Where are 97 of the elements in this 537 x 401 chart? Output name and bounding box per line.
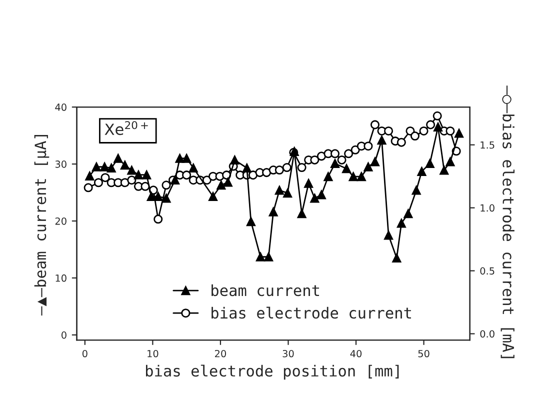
point	[419, 126, 428, 136]
point	[370, 120, 380, 130]
point	[377, 136, 386, 145]
point	[316, 190, 326, 200]
point	[344, 149, 354, 158]
point	[216, 180, 226, 190]
point	[100, 162, 110, 172]
point	[256, 252, 265, 262]
point	[330, 158, 340, 168]
point	[208, 192, 218, 202]
point	[412, 186, 421, 195]
point	[146, 192, 156, 202]
point	[310, 194, 320, 203]
point	[175, 154, 184, 163]
point	[342, 164, 352, 174]
legend-label: beam current	[212, 284, 320, 296]
point	[392, 254, 402, 263]
point	[127, 166, 136, 175]
legend-label: bias electrode current	[212, 306, 411, 319]
point	[188, 164, 198, 173]
point	[425, 158, 434, 168]
point	[127, 176, 136, 185]
point	[92, 162, 101, 172]
point	[274, 186, 284, 195]
point	[370, 157, 380, 166]
point	[230, 156, 240, 165]
point	[84, 183, 93, 192]
point	[417, 166, 426, 176]
point	[396, 138, 406, 147]
point	[446, 157, 455, 166]
y2-axis-title: –○–bias electrode current [mA]	[500, 86, 515, 358]
y-tick-label: 20	[55, 217, 66, 225]
point	[182, 170, 192, 180]
point	[140, 182, 150, 191]
y2-tick-label: 1.0	[480, 204, 494, 212]
point	[356, 172, 366, 182]
y-tick-label: 10	[56, 274, 66, 282]
point	[223, 178, 232, 187]
y-tick-label: 30	[55, 160, 66, 168]
point	[304, 178, 314, 188]
annotation: Xe$^{20+}$	[104, 121, 148, 136]
point	[114, 154, 123, 163]
point	[246, 217, 256, 226]
point	[348, 172, 358, 182]
point	[432, 111, 442, 120]
point	[446, 126, 455, 136]
point	[120, 160, 130, 170]
point	[454, 128, 464, 138]
point	[384, 230, 394, 240]
x-tick-label: 50	[418, 350, 430, 358]
x-axis-title: bias electrode position [mm]	[146, 364, 399, 380]
point	[154, 214, 163, 224]
point	[316, 152, 326, 161]
point	[282, 163, 292, 172]
point	[274, 166, 284, 175]
point	[162, 194, 171, 203]
y2-tick-label: 0.0	[480, 330, 494, 338]
point	[182, 154, 192, 163]
x-tick-label: 10	[148, 350, 158, 358]
point	[100, 173, 110, 182]
y-axis-title: –▲–beam current [μA]	[34, 135, 50, 316]
x-tick-label: 30	[282, 350, 294, 358]
y-tick-label: 40	[55, 104, 66, 111]
point	[106, 164, 116, 173]
point	[324, 172, 333, 182]
point	[330, 149, 340, 158]
point	[134, 170, 143, 180]
point	[242, 164, 252, 173]
point	[262, 168, 272, 178]
point	[268, 207, 278, 216]
x-tick-label: 20	[214, 350, 226, 358]
point	[396, 218, 406, 228]
point	[337, 155, 346, 164]
point	[162, 180, 171, 190]
point	[297, 209, 306, 218]
point	[440, 166, 449, 175]
point	[283, 188, 292, 198]
point	[404, 209, 413, 218]
x-tick-label: 0	[82, 350, 88, 358]
y2-tick-label: 0.5	[480, 267, 494, 275]
y2-tick-label: 1.5	[480, 141, 494, 149]
point	[310, 155, 320, 164]
point	[410, 132, 420, 141]
point	[384, 126, 394, 136]
point	[434, 122, 443, 132]
point	[94, 178, 103, 188]
point	[364, 162, 373, 172]
y-tick-label: 0	[62, 331, 66, 339]
point	[364, 142, 373, 151]
point	[85, 171, 94, 181]
point	[297, 163, 306, 172]
point	[264, 252, 274, 262]
point	[120, 178, 130, 188]
x-tick-label: 40	[350, 350, 362, 358]
point	[426, 120, 436, 130]
point	[142, 170, 152, 180]
point	[154, 192, 163, 202]
